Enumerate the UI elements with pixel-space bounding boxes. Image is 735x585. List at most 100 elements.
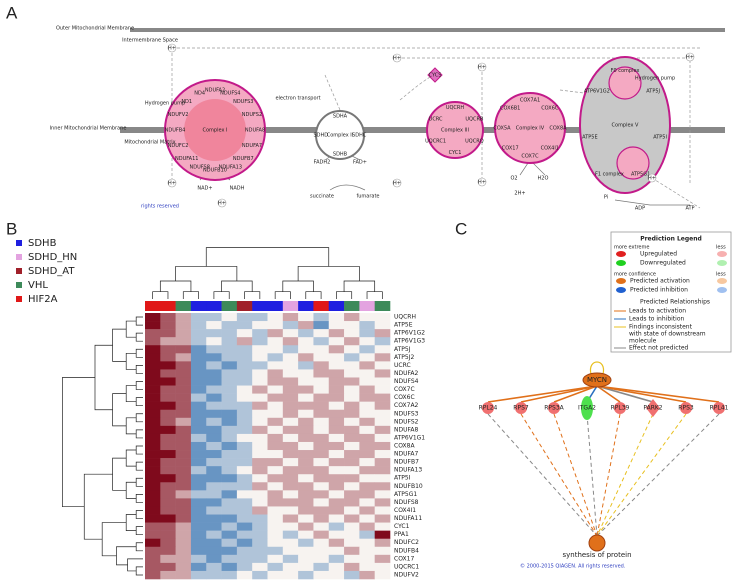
heatmap-cell (374, 361, 391, 370)
dendrogram (135, 381, 143, 390)
edge (596, 385, 654, 403)
proton-label: H+ (168, 181, 176, 187)
heatmap-cell (175, 313, 192, 322)
proton-label: H+ (168, 46, 176, 52)
heatmap-cell (252, 450, 268, 459)
heatmap-cell (145, 450, 161, 459)
heatmap-cell (160, 490, 176, 499)
dendrogram (135, 365, 143, 374)
heatmap-cell (298, 441, 314, 451)
subunit-label: NDUFV2 (168, 112, 189, 118)
heatmap-cell (298, 562, 314, 572)
heatmap-cell (175, 361, 192, 370)
heatmap-cell (282, 570, 299, 580)
row-label: ATP5I (394, 475, 411, 482)
heatmap-cell (267, 562, 284, 572)
heatmap-cell (374, 313, 391, 322)
dendrogram (343, 280, 376, 292)
column-group (175, 301, 192, 311)
heatmap-cell (298, 522, 314, 531)
heatmap-cell (145, 321, 161, 330)
heatmap-cell (206, 474, 222, 483)
heatmap-cell (328, 393, 345, 402)
subcomplex (616, 146, 650, 180)
pathway-label: Hydrogen pump (145, 101, 185, 107)
edge (520, 413, 598, 537)
dendrogram (135, 316, 143, 326)
heatmap-cell (236, 562, 253, 572)
heatmap-cell (282, 482, 299, 491)
heatmap-cell (160, 337, 176, 346)
heatmap-cell (267, 474, 284, 483)
heatmap-cell (344, 490, 360, 499)
heatmap-cell (252, 522, 268, 531)
heatmap-cell (252, 393, 268, 402)
heatmap-cell (190, 562, 207, 572)
subunit-label: COX7C (521, 154, 539, 160)
column-group (328, 301, 345, 311)
heatmap-cell (190, 538, 207, 548)
heatmap-cell (175, 474, 192, 483)
legend-text: Predicted Relationships (640, 299, 710, 306)
heatmap-cell (267, 345, 284, 354)
heatmap-cell (175, 321, 192, 330)
heatmap-cell (374, 385, 391, 394)
row-label: COX8A (394, 443, 415, 450)
heatmap-cell (298, 570, 314, 580)
heatmap-cell (313, 417, 330, 427)
target-node (515, 402, 527, 414)
heatmap-cell (374, 466, 391, 475)
dendrogram (135, 397, 143, 407)
heatmap-cell (328, 385, 345, 394)
heatmap-cell (221, 490, 238, 499)
heatmap-cell (282, 417, 299, 427)
heatmap-cell (313, 506, 330, 515)
heatmap-cell (328, 562, 345, 572)
heatmap-cell (221, 458, 238, 467)
heatmap-cell (221, 562, 238, 572)
edge (553, 385, 598, 403)
edge (520, 385, 598, 403)
heatmap-cell (313, 329, 330, 338)
function-node (588, 534, 606, 552)
heatmap-cell (282, 450, 299, 459)
heatmap-cell (221, 329, 238, 338)
subunit-label: NDUFC2 (168, 143, 189, 149)
target-node (713, 402, 725, 414)
heatmap-cell (206, 441, 222, 451)
legend-text: more extreme (614, 245, 649, 251)
heatmap-cell (282, 393, 299, 402)
heatmap-cell (160, 313, 176, 322)
heatmap-cell (175, 546, 192, 556)
heatmap-cell (313, 490, 330, 499)
heatmap-cell (267, 458, 284, 467)
legend-box (610, 231, 732, 353)
complex-core (184, 99, 246, 161)
dendrogram (116, 546, 137, 566)
heatmap-cell (298, 466, 314, 475)
legend-text: Leads to activation (629, 308, 686, 315)
heatmap-cell (374, 433, 391, 443)
heatmap-cell (190, 313, 207, 322)
heatmap-cell (175, 554, 192, 564)
heatmap-cell (359, 361, 375, 370)
heatmap-cell (236, 321, 253, 330)
heatmap-cell (298, 530, 314, 539)
row-label: UQCRC1 (394, 563, 419, 570)
heatmap-cell (374, 498, 391, 507)
heatmap-cell (145, 482, 161, 491)
heatmap-cell (298, 345, 314, 354)
heatmap-cell (145, 409, 161, 419)
heatmap-cell (344, 530, 360, 539)
target-node (548, 402, 560, 414)
heatmap-cell (145, 361, 161, 370)
heatmap-cell (374, 554, 391, 564)
heatmap-cell (298, 377, 314, 386)
heatmap-cell (374, 353, 391, 362)
heatmap-cell (359, 498, 375, 507)
row-label: NDUFA7 (394, 451, 419, 458)
heatmap-cell (313, 498, 330, 507)
heatmap-cell (175, 458, 192, 467)
heatmap-cell (313, 337, 330, 346)
heatmap-cell (252, 554, 268, 564)
